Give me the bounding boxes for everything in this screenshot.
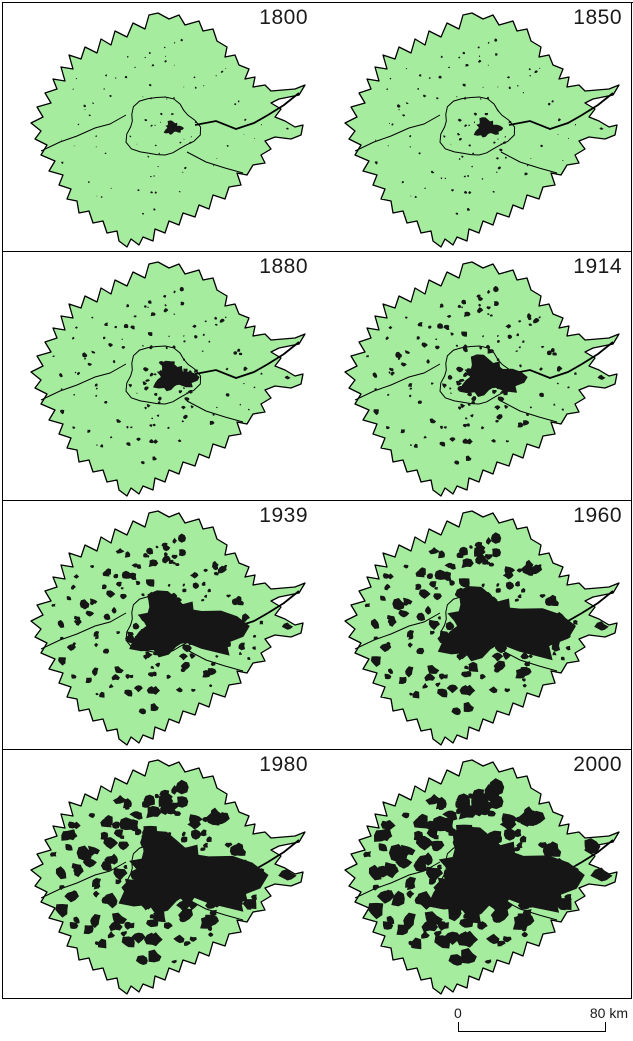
region-map-1850 [344, 12, 620, 248]
greater-london-boundary [125, 96, 202, 156]
map-panel-1960: 1960 [317, 501, 632, 750]
built-up-area [49, 779, 297, 965]
county-boundary-southeast [186, 400, 244, 423]
thames-river-line [508, 92, 614, 130]
urban-core [153, 360, 200, 392]
county-boundary-west [354, 363, 441, 401]
year-label-2000: 2000 [573, 753, 622, 776]
map-panel-1800: 1800 [3, 3, 318, 252]
urban-core [437, 586, 576, 662]
county-boundary-southeast [500, 400, 558, 423]
thames-river-line [508, 341, 614, 379]
built-up-area [374, 38, 604, 215]
county-boundary-west [354, 114, 441, 152]
scale-bar-zero-label: 0 [454, 1005, 462, 1021]
urban-core [118, 830, 269, 914]
region-map-2000 [344, 759, 620, 995]
county-boundary-west [40, 861, 127, 899]
map-panel-2000: 2000 [317, 750, 632, 999]
thames-river-line [194, 92, 300, 130]
county-boundary-southeast [500, 151, 558, 174]
year-label-1914: 1914 [573, 255, 622, 278]
map-panel-1880: 1880 [3, 252, 318, 501]
urban-core [129, 590, 250, 658]
region-map-1914 [344, 261, 620, 497]
scale-bar-line [458, 1022, 606, 1032]
built-up-area [61, 38, 290, 215]
year-label-1939: 1939 [259, 504, 308, 527]
urban-core [163, 120, 184, 135]
built-up-area [363, 778, 613, 966]
urban-core [459, 354, 528, 397]
county-boundary-west [40, 363, 127, 401]
region-map-1960 [344, 510, 620, 746]
urban-core [473, 117, 504, 138]
greater-london-boundary [125, 345, 202, 405]
built-up-area [52, 286, 291, 465]
region-map-1980 [30, 759, 306, 995]
county-boundary-southeast [186, 151, 244, 174]
scale-bar-labels: 0 80 km [454, 1005, 628, 1021]
region-map-1939 [30, 510, 306, 746]
thames-river-line [194, 341, 300, 379]
built-up-area [51, 533, 294, 715]
region-map-1880 [30, 261, 306, 497]
built-up-area [366, 285, 606, 465]
year-label-1880: 1880 [259, 255, 308, 278]
scale-bar: 0 80 km [454, 1005, 628, 1032]
region-map-1800 [30, 12, 306, 248]
urban-core [427, 826, 585, 918]
year-label-1960: 1960 [573, 504, 622, 527]
map-panel-1850: 1850 [317, 3, 632, 252]
year-label-1850: 1850 [573, 6, 622, 29]
year-label-1980: 1980 [259, 753, 308, 776]
map-panel-1914: 1914 [317, 252, 632, 501]
scale-bar-max-label: 80 km [589, 1005, 628, 1021]
map-panel-1939: 1939 [3, 501, 318, 750]
county-boundary-west [40, 114, 127, 152]
greater-london-boundary [439, 96, 516, 156]
map-panel-1980: 1980 [3, 750, 318, 999]
year-label-1800: 1800 [259, 6, 308, 29]
county-boundary-west [40, 612, 127, 650]
built-up-area [364, 532, 609, 716]
county-boundary-southeast [186, 649, 244, 672]
county-boundary-west [354, 612, 441, 650]
map-grid: 1800 1850 1880 1914 1939 1960 1980 [2, 2, 633, 999]
